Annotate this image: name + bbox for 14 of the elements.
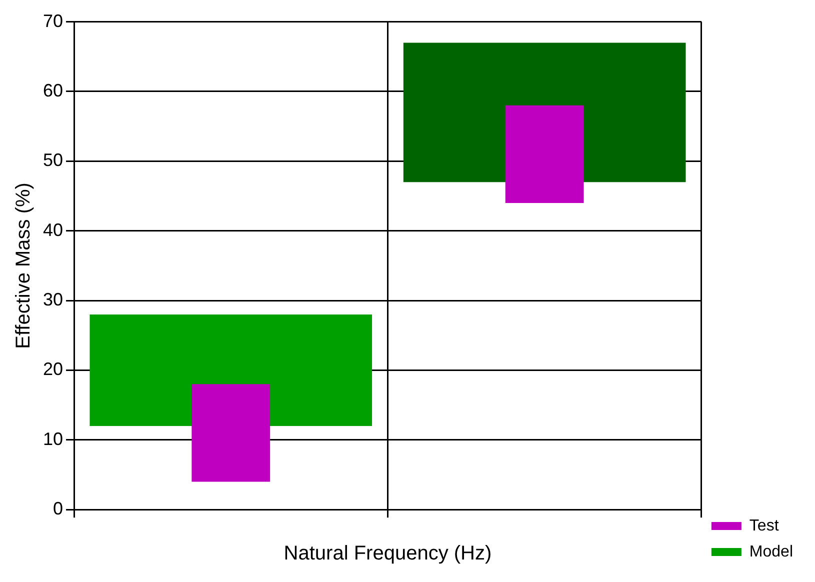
x-axis-title: Natural Frequency (Hz): [284, 542, 492, 565]
y-tick-label: 10: [42, 428, 64, 449]
legend-label: Test: [749, 517, 780, 534]
bar: [505, 105, 584, 203]
y-tick-label: 0: [53, 498, 64, 519]
y-tick-label: 20: [42, 359, 64, 380]
y-tick-label: 50: [42, 150, 64, 170]
legend-label: Model: [749, 543, 793, 560]
y-tick-label: 60: [42, 80, 64, 100]
bar: [192, 384, 270, 482]
y-tick-label: 70: [42, 10, 64, 31]
y-tick-label: 30: [42, 290, 64, 310]
y-tick-label: 40: [42, 220, 64, 240]
y-axis-title: Effective Mass (%): [12, 182, 35, 349]
